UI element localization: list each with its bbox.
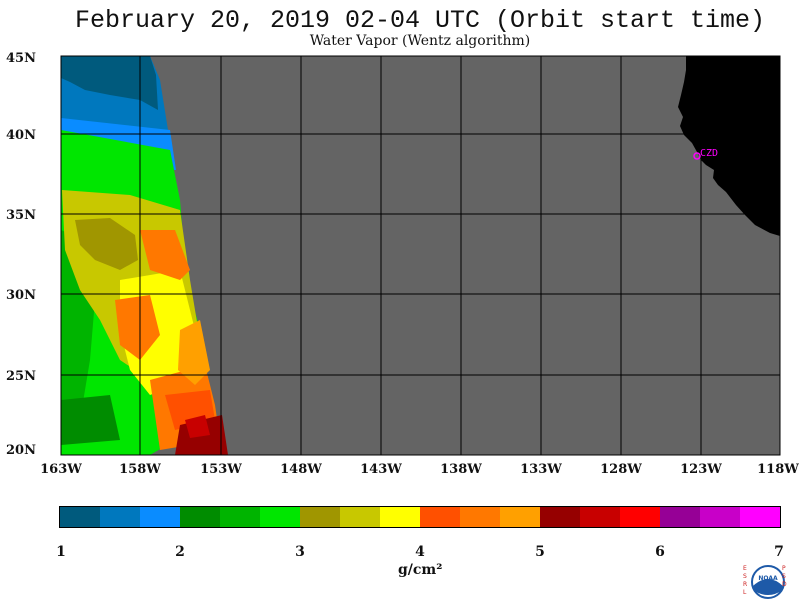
colorbar-tick: 6 xyxy=(655,544,665,560)
colorbar-tick: 7 xyxy=(774,544,784,560)
colorbar-unit: g/cm² xyxy=(398,562,443,578)
land-california xyxy=(678,56,780,236)
colorbar-swatch xyxy=(380,507,420,527)
lon-label: 153W xyxy=(200,462,242,477)
colorbar-swatch xyxy=(660,507,700,527)
colorbar-swatch xyxy=(100,507,140,527)
lon-label: 123W xyxy=(680,462,722,477)
lon-label: 138W xyxy=(440,462,482,477)
lat-label: 40N xyxy=(6,128,36,143)
colorbar-tick: 5 xyxy=(535,544,545,560)
page-subtitle: Water Vapor (Wentz algorithm) xyxy=(309,33,531,49)
colorbar-swatch xyxy=(420,507,460,527)
colorbar-swatch xyxy=(700,507,740,527)
colorbar-tick: 4 xyxy=(415,544,425,560)
colorbar-swatch xyxy=(140,507,180,527)
lon-label: 143W xyxy=(360,462,402,477)
lat-label: 45N xyxy=(6,51,36,66)
page-title: February 20, 2019 02-04 UTC (Orbit start… xyxy=(74,6,766,35)
colorbar-swatch xyxy=(580,507,620,527)
colorbar-swatch xyxy=(740,507,780,527)
map-frame xyxy=(60,55,781,456)
colorbar-swatch xyxy=(500,507,540,527)
lat-label: 20N xyxy=(6,443,36,458)
station-label: CZD xyxy=(700,148,718,159)
lon-label: 163W xyxy=(40,462,82,477)
lat-label: 25N xyxy=(6,369,36,384)
colorbar-swatch xyxy=(540,507,580,527)
water-vapor-map: CZD xyxy=(60,55,781,456)
colorbar-swatch xyxy=(220,507,260,527)
colorbar xyxy=(59,506,781,528)
lon-label: 118W xyxy=(757,462,799,477)
lon-label: 128W xyxy=(600,462,642,477)
lat-label: 30N xyxy=(6,288,36,303)
station-marker-icon xyxy=(693,152,701,160)
colorbar-swatch xyxy=(300,507,340,527)
colorbar-swatch xyxy=(60,507,100,527)
lon-label: 133W xyxy=(520,462,562,477)
grid-lines xyxy=(61,56,780,455)
logo-text: NOAA xyxy=(758,575,778,582)
colorbar-swatch xyxy=(460,507,500,527)
colorbar-swatch xyxy=(340,507,380,527)
colorbar-swatch xyxy=(260,507,300,527)
colorbar-tick: 1 xyxy=(56,544,66,560)
lat-label: 35N xyxy=(6,208,36,223)
lon-label: 148W xyxy=(280,462,322,477)
colorbar-swatch xyxy=(620,507,660,527)
colorbar-tick: 2 xyxy=(175,544,185,560)
colorbar-tick: 3 xyxy=(295,544,305,560)
lon-label: 158W xyxy=(119,462,161,477)
colorbar-swatch xyxy=(180,507,220,527)
